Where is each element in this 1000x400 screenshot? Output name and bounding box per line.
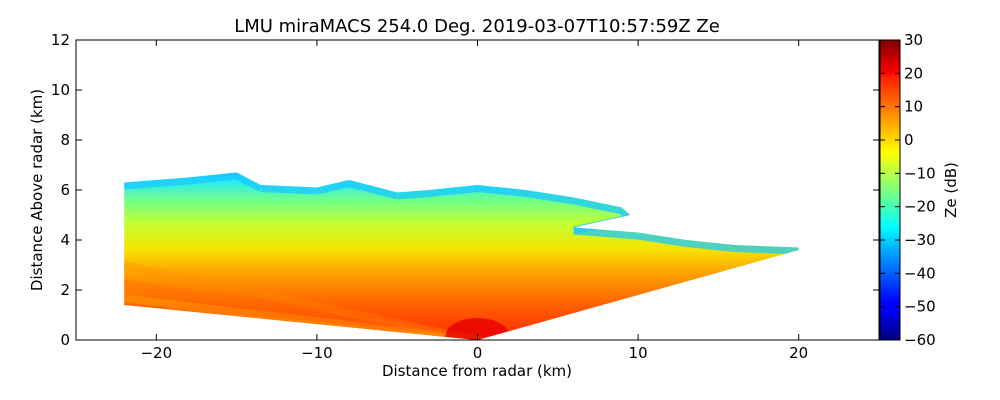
echo-top-fringe [525,189,575,205]
echo-top-fringe [734,244,799,255]
y-tick-label: 6 [60,181,70,199]
colorbar-tick-label: 0 [904,131,914,149]
echo-top-fringe [573,196,623,215]
colorbar-tick-label: 20 [904,64,923,82]
y-tick-label: 12 [51,31,70,49]
colorbar [879,39,901,341]
echo-top-fringe [315,179,350,195]
echo-top-fringe [234,172,263,192]
x-tick-label: 0 [473,344,483,362]
colorbar-tick-label: −30 [904,231,936,249]
x-tick-label: −20 [140,344,172,362]
colorbar-tick-label: −10 [904,164,936,182]
x-tick-label: 10 [629,344,648,362]
echo-fill-group [124,172,799,340]
echo-top-fringe [573,226,639,240]
colorbar-label: Ze (dB) [942,162,960,218]
colorbar-tick-label: 30 [904,31,923,49]
colorbar-tick-label: −40 [904,264,936,282]
y-axis: 0 2 4 6 8 10 12 [51,31,879,349]
colorbar-tick-label: −50 [904,298,936,316]
reflectivity-field [124,172,799,340]
x-tick-label: −10 [301,344,333,362]
echo-ray [477,320,799,340]
chart-title: LMU miraMACS 254.0 Deg. 2019-03-07T10:57… [234,16,720,37]
y-tick-label: 0 [60,331,70,349]
colorbar-tick-label: 10 [904,98,923,116]
y-tick-label: 4 [60,231,70,249]
echo-top-fringe [477,184,527,197]
echo-top-fringe [637,231,687,247]
x-axis: −20 −10 0 10 20 [140,40,808,362]
colorbar-ticks: 30 20 10 0 −10 −20 −30 −40 −50 −60 [880,31,936,349]
echo-top-fringe [124,176,189,190]
y-tick-label: 2 [60,281,70,299]
colorbar-tick-label: −60 [904,331,936,349]
y-tick-label: 8 [60,131,70,149]
y-axis-label: Distance Above radar (km) [28,89,46,291]
echo-top-fringe [685,239,735,252]
echo-top-fringe [428,184,478,197]
x-tick-label: 20 [789,344,808,362]
echo-top-fringe [188,172,238,185]
colorbar-tick-label: −20 [904,198,936,216]
echo-top-fringe [396,189,430,200]
echo-top-fringe [348,179,399,200]
y-tick-label: 10 [51,81,70,99]
echo-top-fringe [260,184,318,195]
x-axis-label: Distance from radar (km) [382,362,572,380]
